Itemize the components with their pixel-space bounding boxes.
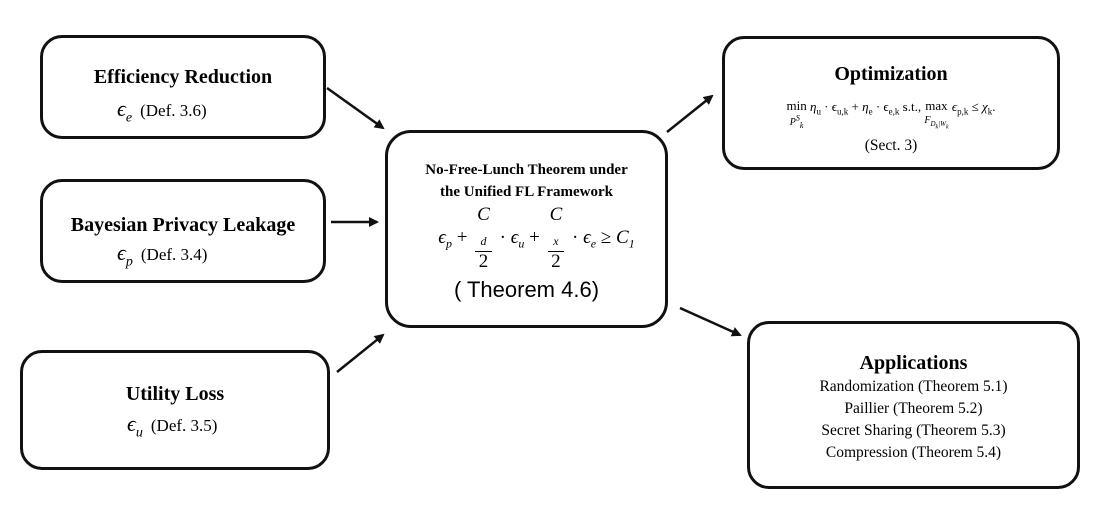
privacy-def-ref: (Def. 3.4): [140, 245, 208, 264]
center-title: No-Free-Lunch Theorem under the Unified …: [388, 159, 665, 203]
utility-title: Utility Loss: [125, 383, 225, 405]
epsilon-u-symbol: ϵu: [127, 411, 143, 441]
utility-subtitle: ϵu (Def. 3.5): [127, 411, 217, 441]
efficiency-def-ref: (Def. 3.6): [140, 101, 207, 120]
application-item: Paillier (Theorem 5.2): [844, 400, 983, 417]
privacy-title: Bayesian Privacy Leakage: [70, 214, 296, 236]
arrow-center-to-applications: [679, 306, 742, 337]
efficiency-reduction-box: Efficiency Reduction ϵe (Def. 3.6): [40, 35, 326, 139]
arrow-efficiency-to-center: [326, 86, 385, 130]
arrow-center-to-optimization: [666, 94, 714, 133]
efficiency-title: Efficiency Reduction: [93, 66, 273, 88]
center-title-line2: the Unified FL Framework: [440, 184, 613, 200]
applications-box: Applications Randomization (Theorem 5.1)…: [747, 321, 1080, 489]
applications-title: Applications: [859, 352, 968, 374]
center-title-line1: No-Free-Lunch Theorem under: [425, 162, 628, 178]
utility-def-ref: (Def. 3.5): [150, 416, 218, 435]
application-item: Secret Sharing (Theorem 5.3): [821, 422, 1006, 439]
no-free-lunch-box: No-Free-Lunch Theorem under the Unified …: [385, 130, 668, 328]
epsilon-e-symbol: ϵe: [117, 96, 133, 126]
application-item: Compression (Theorem 5.4): [825, 444, 1002, 461]
optimization-sect-ref: (Sect. 3): [864, 137, 918, 154]
application-item: Randomization (Theorem 5.1): [819, 378, 1008, 395]
privacy-subtitle: ϵp (Def. 3.4): [117, 240, 207, 270]
efficiency-subtitle: ϵe (Def. 3.6): [117, 96, 207, 126]
optimization-title: Optimization: [834, 63, 948, 85]
epsilon-p-symbol: ϵp: [117, 240, 133, 270]
utility-loss-box: Utility Loss ϵu (Def. 3.5): [20, 350, 330, 470]
arrow-utility-to-center: [336, 333, 385, 373]
theorem-4-6-label: ( Theorem 4.6): [453, 277, 600, 302]
optimization-box: Optimization min PSk ηu · ϵu,k + ηe · ϵe…: [722, 36, 1060, 170]
privacy-leakage-box: Bayesian Privacy Leakage ϵp (Def. 3.4): [40, 179, 326, 283]
optimization-formula: min PSk ηu · ϵu,k + ηe · ϵe,k s.t., max …: [786, 98, 996, 131]
